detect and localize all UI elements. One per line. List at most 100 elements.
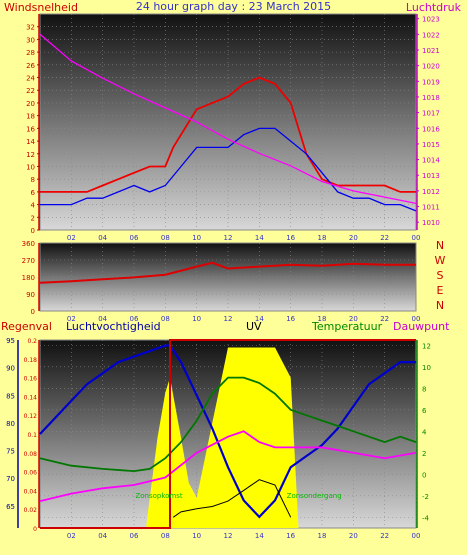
x-tick-label: 14 xyxy=(255,315,264,323)
y-right-tick: 1014 xyxy=(422,157,440,165)
x-tick-label: 18 xyxy=(318,234,327,242)
x-tick-label: 10 xyxy=(192,532,201,540)
y-rain-tick: 0.08 xyxy=(24,451,38,458)
uv-area xyxy=(146,347,299,528)
y-temp-tick: 12 xyxy=(422,342,431,350)
y-humidity-tick: 95 xyxy=(6,337,15,345)
y-rain-tick: 0.18 xyxy=(24,357,38,364)
x-tick-label: 04 xyxy=(98,234,107,242)
y-tick: 90 xyxy=(26,291,35,299)
y-right-tick: 1018 xyxy=(422,94,440,102)
y-humidity-tick: 85 xyxy=(6,392,15,400)
x-tick-label: 16 xyxy=(286,315,295,323)
y-tick: 270 xyxy=(22,257,35,265)
y-rain-tick: 0.1 xyxy=(27,432,37,439)
y-rain-tick: 0 xyxy=(33,526,37,533)
x-tick-label: 14 xyxy=(255,532,264,540)
y-rain-tick: 0.04 xyxy=(24,488,38,495)
y-rain-tick: 0.06 xyxy=(24,470,38,477)
y-right-tick: 1019 xyxy=(422,78,440,86)
y-rain-tick: 0.14 xyxy=(24,394,38,401)
y-humidity-tick: 65 xyxy=(6,503,15,511)
y-temp-tick: 8 xyxy=(422,385,426,393)
x-tick-label: 06 xyxy=(130,532,139,540)
y-left-tick: 32 xyxy=(26,24,35,32)
wind-direction-letters: N W S E N xyxy=(433,238,447,313)
humidity-label: Luchtvochtigheid xyxy=(66,320,161,333)
y-left-tick: 10 xyxy=(26,163,35,171)
y-humidity-tick: 70 xyxy=(6,475,15,483)
dir-letter-e: E xyxy=(436,284,444,297)
x-tick-label: 02 xyxy=(67,532,76,540)
y-left-tick: 6 xyxy=(31,189,36,197)
y-left-tick: 18 xyxy=(26,113,35,121)
x-tick-label: 04 xyxy=(98,315,107,323)
series-line-luchtvochtigheid xyxy=(39,344,416,519)
x-tick-label: 12 xyxy=(224,315,233,323)
x-tick-label: 02 xyxy=(67,234,76,242)
y-left-tick: 8 xyxy=(31,176,35,184)
y-right-tick: 1017 xyxy=(422,110,440,118)
y-tick: 180 xyxy=(22,274,35,282)
y-left-tick: 14 xyxy=(26,138,35,146)
x-tick-label: 02 xyxy=(67,315,76,323)
series-line-2 xyxy=(39,33,417,205)
dir-letter-s: S xyxy=(436,269,444,282)
y-tick: 360 xyxy=(22,240,35,248)
dir-letter-w: W xyxy=(434,254,446,267)
x-tick-label: 12 xyxy=(224,532,233,540)
sunset-annotation: Zonsondergang xyxy=(287,492,342,500)
x-tick-label: 16 xyxy=(286,234,295,242)
page-title: 24 hour graph day : 23 March 2015 xyxy=(135,0,332,13)
y-tick: 0 xyxy=(31,308,35,316)
sunrise-annotation: Zonsopkomst xyxy=(135,492,182,500)
y-left-tick: 4 xyxy=(31,202,36,210)
y-rain-tick: 0.16 xyxy=(24,376,38,383)
y-left-tick: 16 xyxy=(26,125,35,133)
x-tick-label: 08 xyxy=(161,234,170,242)
y-humidity-tick: 75 xyxy=(6,448,15,456)
y-right-tick: 1012 xyxy=(422,188,440,196)
y-temp-tick: 6 xyxy=(422,407,427,415)
y-right-tick: 1016 xyxy=(422,125,440,133)
y-left-tick: 28 xyxy=(26,49,35,57)
x-tick-label: 00 xyxy=(412,532,421,540)
y-left-tick: 26 xyxy=(26,62,35,70)
y-temp-tick: 4 xyxy=(422,428,427,436)
y-temp-tick: -2 xyxy=(422,493,429,501)
y-left-tick: 2 xyxy=(31,214,35,222)
x-tick-label: 06 xyxy=(130,234,139,242)
x-tick-label: 18 xyxy=(318,315,327,323)
series-line-temperatuur xyxy=(39,376,417,473)
x-tick-label: 08 xyxy=(161,532,170,540)
y-left-tick: 0 xyxy=(31,227,35,235)
dir-letter-n-top: N xyxy=(435,239,445,252)
uv-label: UV xyxy=(246,320,262,333)
pressure-label: Luchtdruk xyxy=(405,1,461,14)
y-rain-tick: 0.02 xyxy=(24,507,38,514)
x-tick-label: 06 xyxy=(130,315,139,323)
x-tick-label: 14 xyxy=(255,234,264,242)
y-temp-tick: -4 xyxy=(422,514,430,522)
y-temp-tick: 0 xyxy=(422,471,426,479)
x-tick-label: 16 xyxy=(286,532,295,540)
y-left-tick: 30 xyxy=(26,36,35,44)
x-tick-label: 10 xyxy=(192,315,201,323)
series-line-0 xyxy=(40,76,416,193)
x-tick-label: 22 xyxy=(380,532,389,540)
y-right-tick: 1020 xyxy=(422,63,440,71)
y-humidity-tick: 80 xyxy=(6,420,15,428)
y-humidity-tick: 90 xyxy=(6,365,15,373)
y-right-tick: 1010 xyxy=(422,219,440,227)
x-tick-label: 20 xyxy=(349,315,358,323)
x-tick-label: 08 xyxy=(161,315,170,323)
y-right-tick: 1011 xyxy=(422,204,440,212)
x-tick-label: 10 xyxy=(192,234,201,242)
x-tick-label: 22 xyxy=(380,234,389,242)
x-tick-label: 22 xyxy=(380,315,389,323)
y-temp-tick: 2 xyxy=(422,450,426,458)
x-tick-label: 12 xyxy=(224,234,233,242)
temperature-label: Temperatuur xyxy=(312,320,383,333)
series-line-zonnestraling xyxy=(172,479,292,518)
